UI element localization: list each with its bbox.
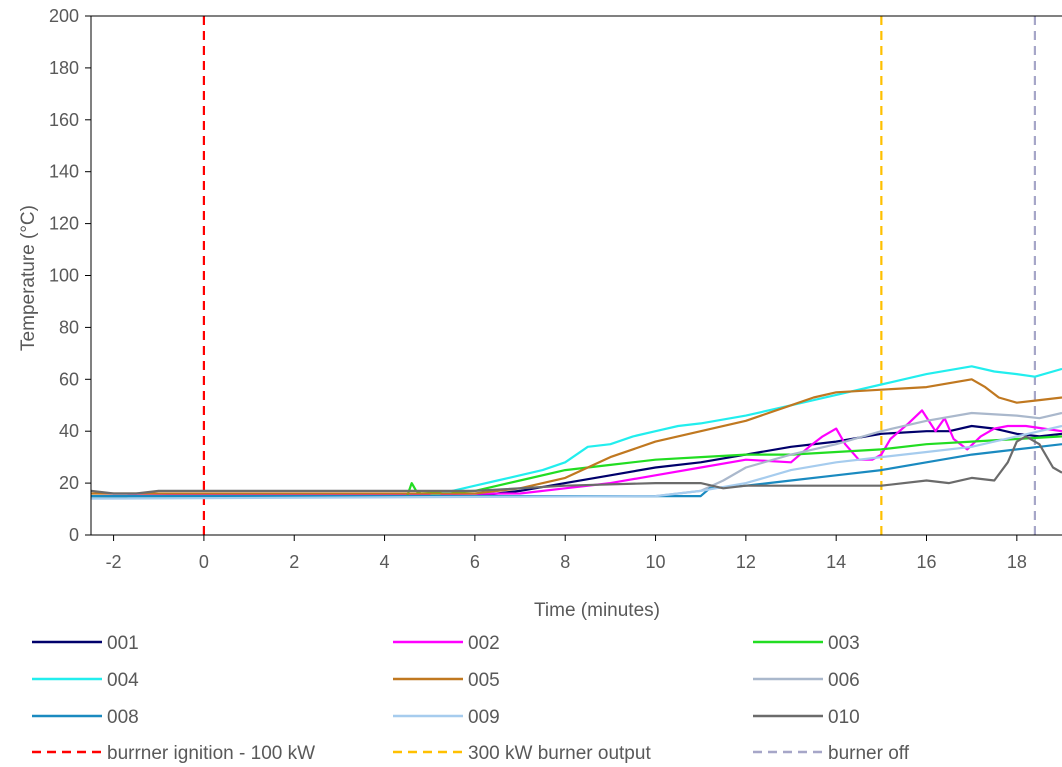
series-line-002 bbox=[91, 409, 1062, 498]
legend-item: 005 bbox=[393, 670, 500, 691]
series-line-008 bbox=[91, 443, 1062, 498]
y-tick-label: 20 bbox=[59, 473, 79, 493]
series-line-009 bbox=[91, 424, 1062, 500]
legend-item: 006 bbox=[753, 670, 860, 691]
legend-item: 008 bbox=[32, 707, 139, 728]
x-tick-label: 8 bbox=[560, 552, 570, 572]
series-lines bbox=[91, 365, 1062, 500]
legend-label: 009 bbox=[468, 707, 500, 728]
legend-item: 002 bbox=[393, 633, 500, 654]
legend-item: 300 kW burner output bbox=[393, 743, 651, 764]
legend: 001 002 003 004 005 006 008 009 010 burrner ignit… bbox=[32, 633, 910, 764]
x-tick-label: 14 bbox=[826, 552, 846, 572]
x-axis-title: Time (minutes) bbox=[534, 600, 660, 621]
y-tick-label: 180 bbox=[49, 58, 79, 78]
x-tick-label: 18 bbox=[1007, 552, 1027, 572]
x-tick-label: -2 bbox=[106, 552, 122, 572]
y-axis-title: Temperature (°C) bbox=[18, 205, 39, 351]
legend-label: 005 bbox=[468, 670, 500, 691]
legend-label: 010 bbox=[828, 707, 860, 728]
series-line-005 bbox=[91, 378, 1062, 495]
y-tick-label: 0 bbox=[69, 525, 79, 545]
series-line-010 bbox=[91, 435, 1062, 495]
legend-label: 008 bbox=[107, 707, 139, 728]
x-tick-label: 6 bbox=[470, 552, 480, 572]
y-tick-label: 120 bbox=[49, 214, 79, 234]
legend-item: burrner ignition - 100 kW bbox=[32, 743, 315, 764]
x-tick-label: 0 bbox=[199, 552, 209, 572]
series-line-004 bbox=[91, 365, 1062, 498]
legend-item: 009 bbox=[393, 707, 500, 728]
x-tick-label: 16 bbox=[916, 552, 936, 572]
legend-item: 010 bbox=[753, 707, 860, 728]
legend-item: 001 bbox=[32, 633, 139, 654]
y-tick-label: 160 bbox=[49, 110, 79, 130]
y-tick-label: 200 bbox=[49, 6, 79, 26]
x-tick-label: 4 bbox=[380, 552, 390, 572]
x-tick-label: 2 bbox=[289, 552, 299, 572]
legend-label: 002 bbox=[468, 633, 500, 654]
legend-item: 004 bbox=[32, 670, 139, 691]
y-tick-labels: 0 20 40 60 80 100 120 140 160 180 200 bbox=[49, 6, 79, 545]
legend-label: 003 bbox=[828, 633, 860, 654]
y-tick-label: 100 bbox=[49, 266, 79, 286]
x-tick-label: 10 bbox=[646, 552, 666, 572]
y-tick-label: 60 bbox=[59, 369, 79, 389]
y-tick-label: 140 bbox=[49, 162, 79, 182]
y-tick-label: 80 bbox=[59, 317, 79, 337]
x-tick-labels: -2 0 2 4 6 8 10 12 14 16 18 bbox=[106, 552, 1027, 572]
reference-lines bbox=[202, 16, 1037, 535]
legend-item: burner off bbox=[753, 743, 910, 764]
legend-label: 006 bbox=[828, 670, 860, 691]
legend-label: burner off bbox=[828, 743, 910, 764]
legend-label: burrner ignition - 100 kW bbox=[107, 743, 315, 764]
legend-label: 001 bbox=[107, 633, 139, 654]
legend-label: 300 kW burner output bbox=[468, 743, 651, 764]
legend-item: 003 bbox=[753, 633, 860, 654]
y-tick-label: 40 bbox=[59, 421, 79, 441]
axes bbox=[85, 15, 1062, 541]
x-tick-label: 12 bbox=[736, 552, 756, 572]
legend-label: 004 bbox=[107, 670, 139, 691]
